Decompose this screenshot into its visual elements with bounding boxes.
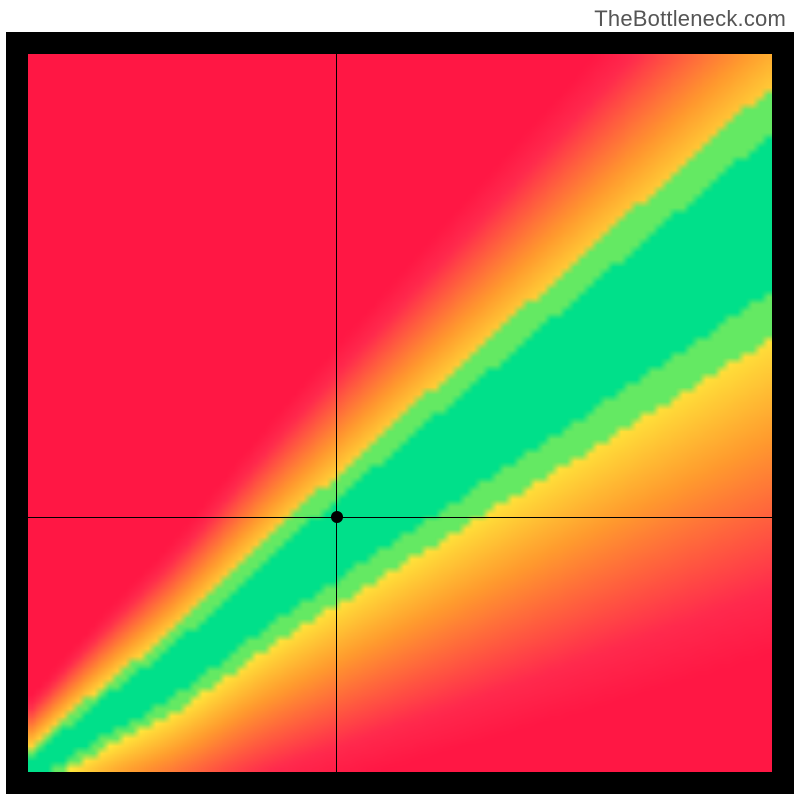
crosshair-horizontal xyxy=(28,517,772,518)
watermark-text: TheBottleneck.com xyxy=(594,6,786,32)
bottleneck-heatmap xyxy=(28,54,772,772)
selected-point xyxy=(331,511,343,523)
crosshair-vertical xyxy=(336,54,337,772)
